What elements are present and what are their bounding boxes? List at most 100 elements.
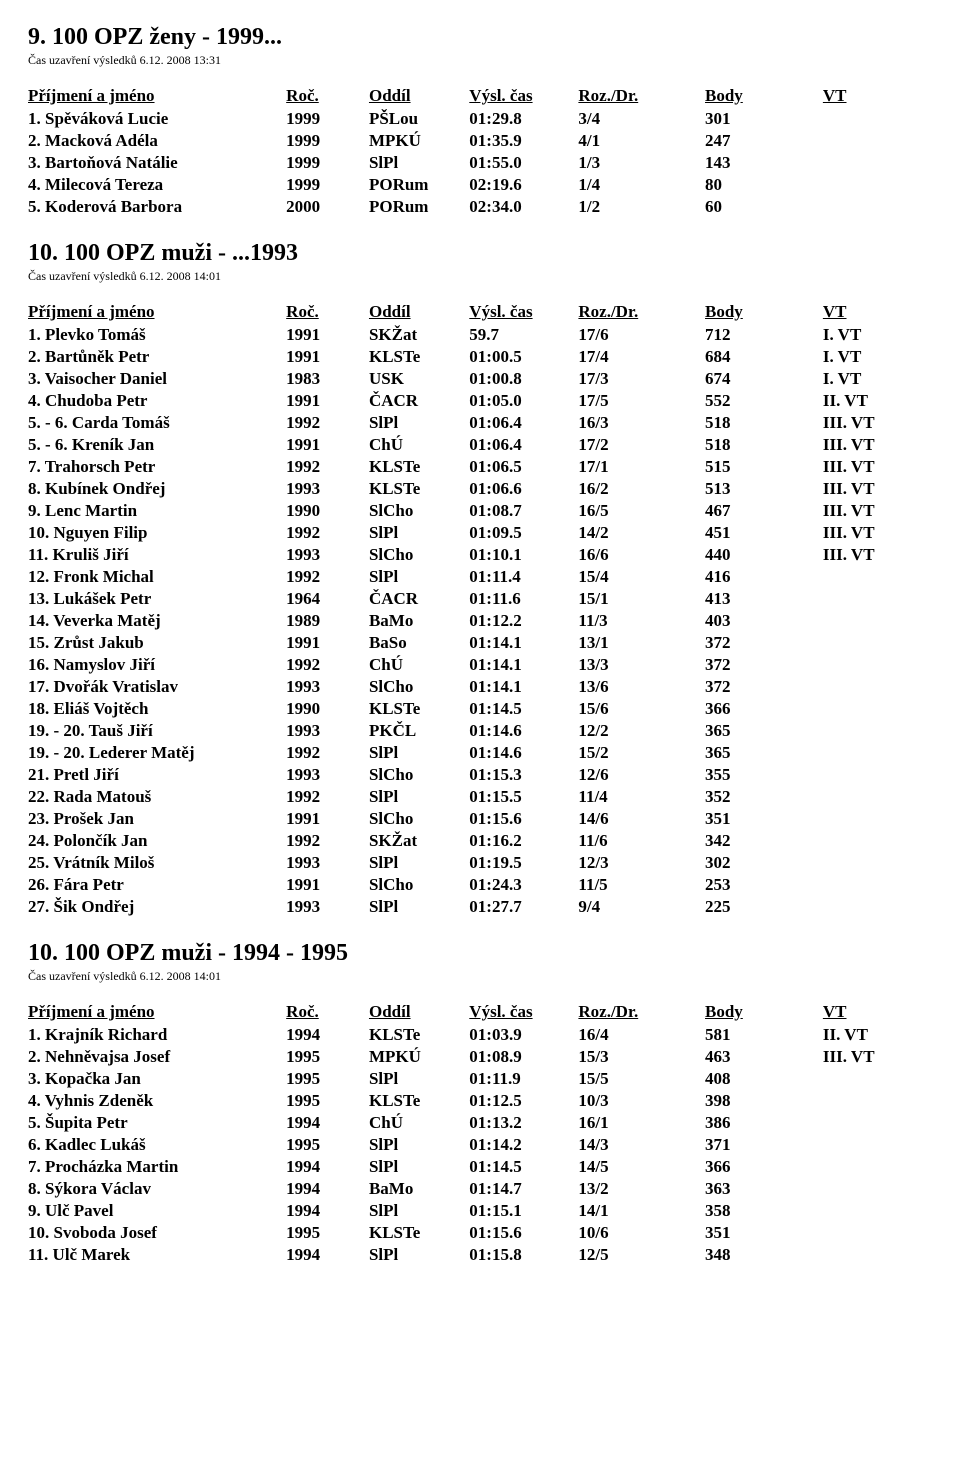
cell: 1994 <box>286 1178 369 1200</box>
cell: 01:06.4 <box>469 434 578 456</box>
cell: 398 <box>705 1090 823 1112</box>
table-row: 19. - 20. Tauš Jiří1993PKČL01:14.612/236… <box>28 720 932 742</box>
cell: SlPl <box>369 152 469 174</box>
col-header-name: Příjmení a jméno <box>28 302 286 324</box>
cell: 13. Lukášek Petr <box>28 588 286 610</box>
cell: SlPl <box>369 566 469 588</box>
cell: 1991 <box>286 808 369 830</box>
cell: 12/5 <box>578 1244 705 1266</box>
cell: 26. Fára Petr <box>28 874 286 896</box>
cell: 366 <box>705 1156 823 1178</box>
cell <box>823 588 932 610</box>
event-title: 9. 100 OPZ ženy - 1999... <box>28 24 932 51</box>
cell: 1992 <box>286 522 369 544</box>
cell: SlCho <box>369 808 469 830</box>
table-row: 5. - 6. Carda Tomáš1992SlPl01:06.416/351… <box>28 412 932 434</box>
cell: 01:06.6 <box>469 478 578 500</box>
cell: BaMo <box>369 1178 469 1200</box>
cell: 1990 <box>286 500 369 522</box>
cell <box>823 1090 932 1112</box>
col-header-time: Výsl. čas <box>469 86 578 108</box>
cell: 413 <box>705 588 823 610</box>
cell: 440 <box>705 544 823 566</box>
cell: 10. Svoboda Josef <box>28 1222 286 1244</box>
cell: 13/3 <box>578 654 705 676</box>
cell: PŠLou <box>369 108 469 130</box>
cell <box>823 610 932 632</box>
cell: 01:15.5 <box>469 786 578 808</box>
cell: 1994 <box>286 1112 369 1134</box>
cell: KLSTe <box>369 456 469 478</box>
cell: 01:14.1 <box>469 676 578 698</box>
cell: KLSTe <box>369 346 469 368</box>
cell: 12/6 <box>578 764 705 786</box>
cell: SlPl <box>369 522 469 544</box>
cell: 17/1 <box>578 456 705 478</box>
cell: 1993 <box>286 764 369 786</box>
col-header-club: Oddíl <box>369 86 469 108</box>
cell: 1999 <box>286 152 369 174</box>
table-row: 1. Krajník Richard1994KLSTe01:03.916/458… <box>28 1024 932 1046</box>
cell: 2000 <box>286 196 369 218</box>
cell: 10/6 <box>578 1222 705 1244</box>
col-header-vt: VT <box>823 302 932 324</box>
cell: 01:10.1 <box>469 544 578 566</box>
table-row: 11. Ulč Marek1994SlPl01:15.812/5348 <box>28 1244 932 1266</box>
cell: 01:15.1 <box>469 1200 578 1222</box>
cell: 1995 <box>286 1134 369 1156</box>
cell: 4. Vyhnis Zdeněk <box>28 1090 286 1112</box>
cell: 14. Veverka Matěj <box>28 610 286 632</box>
cell: 9/4 <box>578 896 705 918</box>
cell: III. VT <box>823 434 932 456</box>
cell: 1. Spěváková Lucie <box>28 108 286 130</box>
cell: 225 <box>705 896 823 918</box>
cell: 1990 <box>286 698 369 720</box>
cell <box>823 130 932 152</box>
results-section: 9. 100 OPZ ženy - 1999...Čas uzavření vý… <box>28 24 932 218</box>
results-timestamp: Čas uzavření výsledků 6.12. 2008 14:01 <box>28 969 932 984</box>
cell: 10/3 <box>578 1090 705 1112</box>
col-header-rd: Roz./Dr. <box>578 302 705 324</box>
cell: SlCho <box>369 544 469 566</box>
cell: 1991 <box>286 346 369 368</box>
cell: 515 <box>705 456 823 478</box>
cell: 351 <box>705 1222 823 1244</box>
cell: 8. Sýkora Václav <box>28 1178 286 1200</box>
cell <box>823 830 932 852</box>
cell: ChÚ <box>369 654 469 676</box>
cell: 351 <box>705 808 823 830</box>
cell <box>823 196 932 218</box>
cell: 1993 <box>286 852 369 874</box>
table-row: 8. Kubínek Ondřej1993KLSTe01:06.616/2513… <box>28 478 932 500</box>
cell: I. VT <box>823 368 932 390</box>
col-header-year: Roč. <box>286 302 369 324</box>
cell: KLSTe <box>369 478 469 500</box>
cell: 16/5 <box>578 500 705 522</box>
cell: 17/2 <box>578 434 705 456</box>
cell: SlPl <box>369 1244 469 1266</box>
cell: 01:14.7 <box>469 1178 578 1200</box>
cell: 1992 <box>286 456 369 478</box>
cell: 15/5 <box>578 1068 705 1090</box>
cell: 11/3 <box>578 610 705 632</box>
cell: 513 <box>705 478 823 500</box>
table-row: 16. Namyslov Jiří1992ChÚ01:14.113/3372 <box>28 654 932 676</box>
cell: 3/4 <box>578 108 705 130</box>
cell: PORum <box>369 174 469 196</box>
col-header-time: Výsl. čas <box>469 1002 578 1024</box>
table-row: 5. - 6. Kreník Jan1991ChÚ01:06.417/2518I… <box>28 434 932 456</box>
cell: 01:12.2 <box>469 610 578 632</box>
cell: 01:14.5 <box>469 698 578 720</box>
table-row: 17. Dvořák Vratislav1993SlCho01:14.113/6… <box>28 676 932 698</box>
cell <box>823 632 932 654</box>
cell: 1995 <box>286 1068 369 1090</box>
cell: 21. Pretl Jiří <box>28 764 286 786</box>
cell: 19. - 20. Tauš Jiří <box>28 720 286 742</box>
cell <box>823 1200 932 1222</box>
results-table: Příjmení a jménoRoč.OddílVýsl. časRoz./D… <box>28 302 932 918</box>
cell <box>823 1068 932 1090</box>
table-row: 19. - 20. Lederer Matěj1992SlPl01:14.615… <box>28 742 932 764</box>
cell <box>823 1112 932 1134</box>
cell <box>823 1178 932 1200</box>
table-row: 6. Kadlec Lukáš1995SlPl01:14.214/3371 <box>28 1134 932 1156</box>
